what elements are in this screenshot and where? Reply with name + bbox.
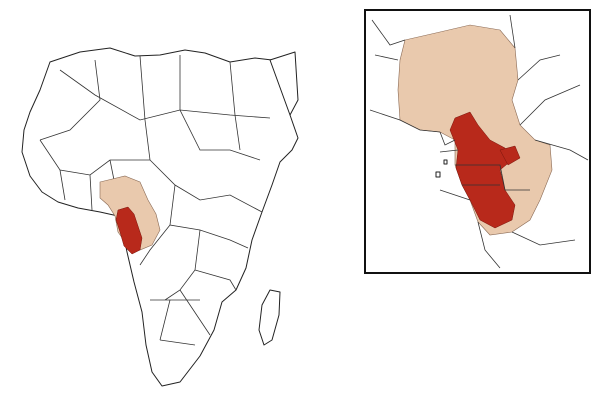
madagascar (258, 289, 281, 346)
arabia-edge (269, 51, 299, 116)
inset-map (364, 9, 591, 274)
country-borders (39, 55, 271, 346)
inset-island (443, 159, 448, 165)
core-range-area (115, 206, 143, 255)
inset-core-patch (499, 145, 521, 166)
inset-island (435, 171, 441, 178)
inset-borders (369, 14, 589, 269)
africa-map (21, 47, 299, 387)
africa-outline (21, 47, 299, 387)
